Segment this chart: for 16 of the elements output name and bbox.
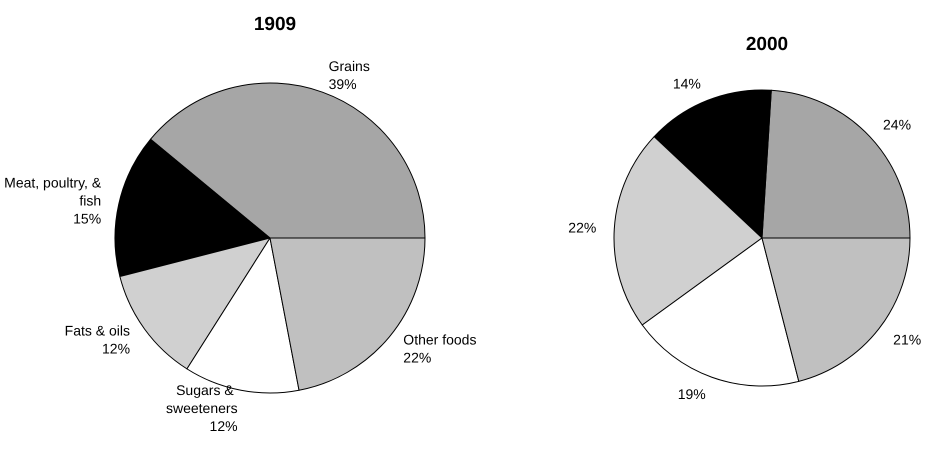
data-label: 12% (210, 418, 238, 434)
data-label: 22% (568, 220, 596, 236)
data-label: 15% (73, 210, 102, 226)
data-label: 24% (883, 116, 912, 132)
data-label: 12% (102, 340, 130, 357)
slice-label: Grains (328, 58, 370, 74)
data-label: 21% (893, 332, 922, 348)
data-label: 39% (328, 76, 357, 92)
slice-label: Fats & oils (64, 322, 130, 339)
slice-label: Other foods (403, 331, 476, 348)
data-label: 19% (678, 386, 706, 402)
data-label: 22% (403, 349, 432, 366)
data-label: 14% (672, 76, 701, 92)
chart-title: 2000 (746, 34, 788, 55)
chart-title: 1909 (254, 14, 296, 35)
slice-label: Meat, poultry, & fish (4, 174, 102, 208)
